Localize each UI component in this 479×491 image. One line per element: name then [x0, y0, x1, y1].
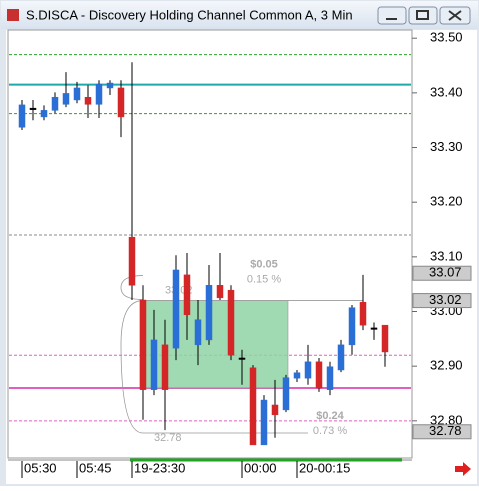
y-tick-label: 33.10 [430, 248, 463, 263]
candle-body [139, 299, 147, 390]
candle-body [260, 399, 268, 446]
candle-body [326, 366, 334, 390]
x-tick-label: 19-23:30 [134, 460, 185, 475]
candle-body [95, 83, 103, 105]
y-tick-label: 33.20 [430, 194, 463, 209]
minimize-button[interactable] [377, 6, 407, 25]
price-tag-label: 32.78 [429, 423, 462, 438]
measure-start: 32.78 [154, 432, 182, 444]
candle-body [337, 344, 345, 371]
y-tick-label: 33.30 [430, 139, 463, 154]
price-tag-label: 33.02 [429, 292, 462, 307]
candle-body [271, 404, 279, 416]
price-tag [412, 293, 472, 309]
candle-body [73, 87, 81, 101]
candle-body [51, 96, 59, 111]
candle-body [238, 357, 246, 360]
candle-body [359, 301, 367, 326]
candle-body [106, 82, 114, 89]
window-buttons[interactable] [377, 6, 471, 25]
candle-body [370, 327, 378, 330]
candle-body [161, 344, 169, 390]
candle-body [29, 107, 37, 110]
x-tick-label: 05:30 [24, 460, 57, 475]
window-title: S.DISCA - Discovery Holding Channel Comm… [26, 7, 353, 22]
candle-body [172, 269, 180, 349]
y-tick-label: 32.80 [430, 412, 463, 427]
candle-body [194, 319, 202, 346]
y-tick-label: 33.40 [430, 84, 463, 99]
candle-body [84, 96, 92, 105]
candle-body [183, 274, 191, 316]
candle-body [18, 104, 26, 128]
measure-percent: 0.73 % [313, 425, 347, 437]
app-icon [7, 9, 19, 21]
maximize-button[interactable] [408, 6, 438, 25]
candle-body [62, 93, 70, 105]
candle-body [216, 285, 224, 299]
measure-percent: 0.15 % [247, 273, 281, 285]
candle-body [205, 285, 213, 341]
y-tick-label: 32.90 [430, 358, 463, 373]
candle-body [282, 377, 290, 411]
measure-change: $0.05 [250, 258, 278, 270]
candle-body [249, 367, 257, 446]
price-tag-label: 33.07 [429, 265, 462, 280]
x-tick-label: 20-00:15 [299, 460, 350, 475]
measure-bracket [120, 300, 308, 434]
candle-body [293, 372, 301, 379]
y-tick-label: 33.50 [430, 30, 463, 45]
x-tick-label: 00:00 [244, 460, 277, 475]
price-tag [412, 265, 472, 281]
candle-body [128, 236, 136, 286]
candle-body [381, 324, 389, 353]
candle-body [304, 361, 312, 379]
x-tick-label: 05:45 [79, 460, 112, 475]
candle-body [40, 110, 48, 118]
candle-body [315, 361, 323, 389]
scroll-arrow[interactable] [455, 462, 471, 476]
candle-body [117, 87, 125, 118]
measure-change: $0.24 [316, 410, 344, 422]
candle-body [150, 339, 158, 390]
price-tag [412, 424, 472, 440]
candle-body [348, 307, 356, 346]
candle-body [227, 289, 235, 356]
